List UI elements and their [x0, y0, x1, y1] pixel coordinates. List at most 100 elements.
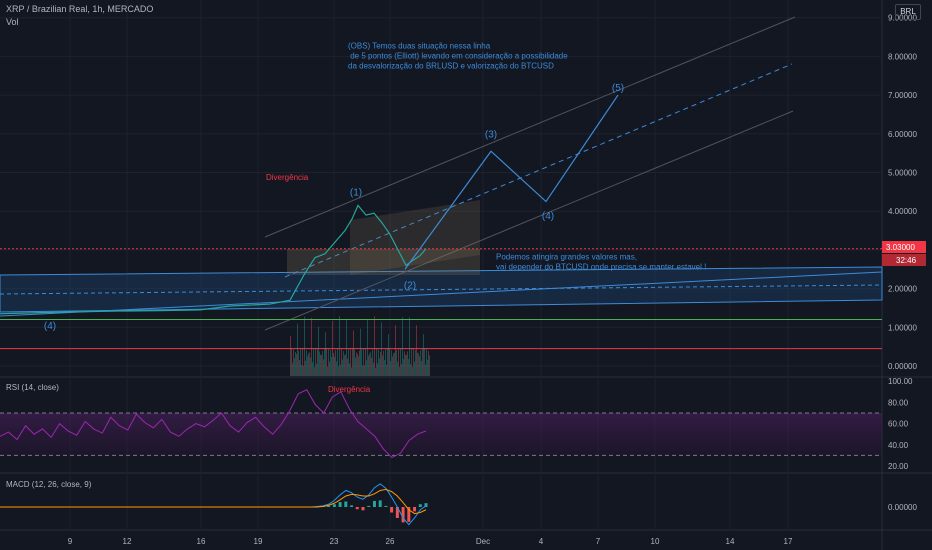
volume-bar [313, 348, 314, 376]
volume-bar [427, 359, 428, 376]
volume-bar [347, 358, 348, 376]
y-tick-label: 7.00000 [888, 91, 917, 100]
volume-bar [325, 332, 326, 376]
volume-bar [425, 364, 426, 376]
annotation: Podemos atingira grandes valores mas, vai… [496, 253, 706, 272]
rsi-band [0, 413, 882, 456]
axes: 9 12 16 19 23 26 Dec 4 7 10 14 17 0.00000 1.00000 2.00… [68, 14, 926, 546]
volume-bar [355, 357, 356, 376]
volume-bar [421, 361, 422, 376]
wave-label: (4) [542, 211, 554, 222]
x-tick-label: 19 [254, 537, 263, 546]
macd-histogram-bar [332, 504, 336, 507]
macd-histogram-bar [418, 504, 422, 507]
volume-bar [375, 367, 376, 376]
volume-bar [324, 349, 325, 376]
volume-bar [352, 348, 353, 376]
macd-histogram-bar [327, 505, 331, 507]
volume-bar [305, 360, 306, 376]
volume-bar [306, 350, 307, 376]
volume-bar [428, 350, 429, 376]
volume-bar [392, 356, 393, 376]
volume-bar [395, 325, 396, 376]
upper-channel-top [264, 16, 796, 238]
macd-histogram-bar [424, 503, 428, 507]
volume-bar [390, 361, 391, 376]
currency-badge[interactable]: BRL [895, 4, 921, 20]
macd-histogram-bar [413, 507, 417, 512]
volume-bar [409, 317, 410, 376]
volume-bar [322, 351, 323, 376]
volume-bar [298, 350, 299, 376]
volume-bar [376, 348, 377, 376]
volume-bar [307, 356, 308, 376]
annotation: Divergência [266, 173, 309, 182]
volume-bar [350, 348, 351, 376]
volume-bar [397, 361, 398, 376]
x-tick-label: Dec [476, 537, 490, 546]
upper-channel-bottom [264, 110, 794, 331]
channel-midline [0, 284, 883, 295]
volume-bar [413, 348, 414, 376]
volume-bar [424, 348, 425, 376]
volume-bar [423, 334, 424, 376]
volume-bar [318, 326, 319, 376]
support-trendline [0, 271, 883, 317]
volume-bar [312, 362, 313, 376]
macd-histogram-bar [378, 500, 382, 507]
volume-bar [367, 318, 368, 376]
volume-bar [310, 357, 311, 376]
x-tick-label: 26 [386, 537, 395, 546]
macd-histogram-bar [338, 502, 342, 507]
rsi-panel[interactable]: RSI (14, close) Divergência [0, 383, 882, 459]
volume-bar [377, 363, 378, 376]
countdown-value: 32:46 [896, 256, 917, 265]
price-panel[interactable]: (1) (2) (3) (4) (5) (4) Divergência (OBS) Temos… [0, 16, 883, 376]
volume-bar [372, 349, 373, 376]
volume-bar [402, 317, 403, 376]
volume-bar [340, 364, 341, 376]
macd-title: MACD (12, 26, close, 9) [6, 480, 92, 489]
macd-tick-label: 0.00000 [888, 503, 917, 512]
volume-bar [358, 356, 359, 376]
volume-bar [292, 362, 293, 376]
volume-bar [398, 348, 399, 376]
volume-bar [383, 350, 384, 376]
volume-bar [320, 354, 321, 376]
volume-bar [290, 336, 291, 376]
volume-bar [362, 365, 363, 376]
volume-bar [317, 349, 318, 376]
wave-label: (4) [44, 321, 56, 332]
macd-histogram-bar [390, 507, 394, 513]
last-price-value: 3.03000 [886, 243, 915, 252]
volume-bar [374, 316, 375, 376]
macd-histogram-bar [372, 500, 376, 507]
volume-bar [303, 365, 304, 376]
volume-bar [338, 366, 339, 376]
price-line [0, 204, 427, 315]
volume-bar [429, 355, 430, 376]
volume-bar [345, 354, 346, 376]
y-tick-label: 8.00000 [888, 52, 917, 61]
volume-bar [393, 353, 394, 376]
x-tick-label: 4 [539, 537, 544, 546]
x-tick-label: 10 [651, 537, 660, 546]
volume-bar [369, 353, 370, 376]
macd-histogram-bar [407, 507, 411, 522]
annotation-line: de 5 pontos (Elliott) levando em conside… [348, 52, 568, 61]
macd-histogram-bar [344, 501, 348, 507]
volume-bar [368, 355, 369, 376]
volume-bar [321, 355, 322, 376]
volume-bar [311, 317, 312, 376]
volume-bar [359, 350, 360, 376]
macd-panel[interactable]: MACD (12, 26, close, 9) [0, 480, 428, 526]
volume-bar [341, 348, 342, 376]
volume-bar [403, 359, 404, 376]
elliott-projection [404, 94, 619, 270]
volume-bar [408, 359, 409, 376]
macd-histogram-bar [350, 505, 354, 507]
volume-bar [371, 357, 372, 376]
y-tick-label: 9.00000 [888, 14, 917, 23]
annotation-line: da desvalorização do BRLUSD e valorizaçã… [348, 62, 554, 71]
